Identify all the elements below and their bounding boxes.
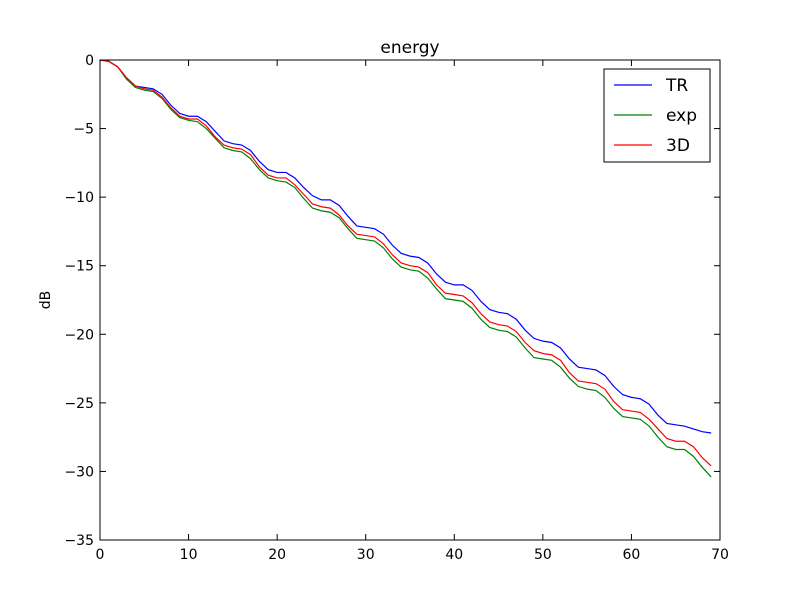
series-line-tr — [99, 59, 712, 434]
x-tick-label: 40 — [445, 547, 463, 563]
legend-label-tr: TR — [665, 76, 688, 96]
y-tick-label: −15 — [64, 259, 94, 275]
x-tick-label: 10 — [180, 547, 198, 563]
chart-title: energy — [380, 38, 439, 58]
legend-label-3d: 3D — [666, 136, 690, 156]
x-tick-label: 20 — [268, 547, 286, 563]
x-tick-label: 50 — [534, 547, 552, 563]
axis-ticks: 0 10 20 30 40 50 60 70 0 −5 −10 −15 −20 −25 −30 −35 — [64, 53, 728, 563]
legend: TR exp 3D — [603, 68, 711, 163]
y-tick-label: −20 — [64, 327, 94, 343]
y-tick-label: 0 — [85, 53, 94, 69]
x-tick-label: 30 — [357, 547, 375, 563]
legend-label-exp: exp — [666, 106, 697, 126]
x-tick-label: 60 — [623, 547, 641, 563]
y-tick-label: −25 — [64, 396, 94, 412]
series-line-3d — [99, 59, 712, 467]
y-tick-label: −5 — [73, 122, 94, 138]
plot-lines — [99, 59, 712, 478]
series-line-exp — [99, 59, 712, 478]
y-tick-label: −10 — [64, 190, 94, 206]
y-tick-label: −30 — [64, 464, 94, 480]
plot-frame — [99, 59, 721, 541]
x-tick-label: 70 — [711, 547, 729, 563]
y-tick-label: −35 — [64, 533, 94, 549]
y-axis-label: dB — [38, 291, 54, 310]
x-tick-label: 0 — [96, 547, 105, 563]
